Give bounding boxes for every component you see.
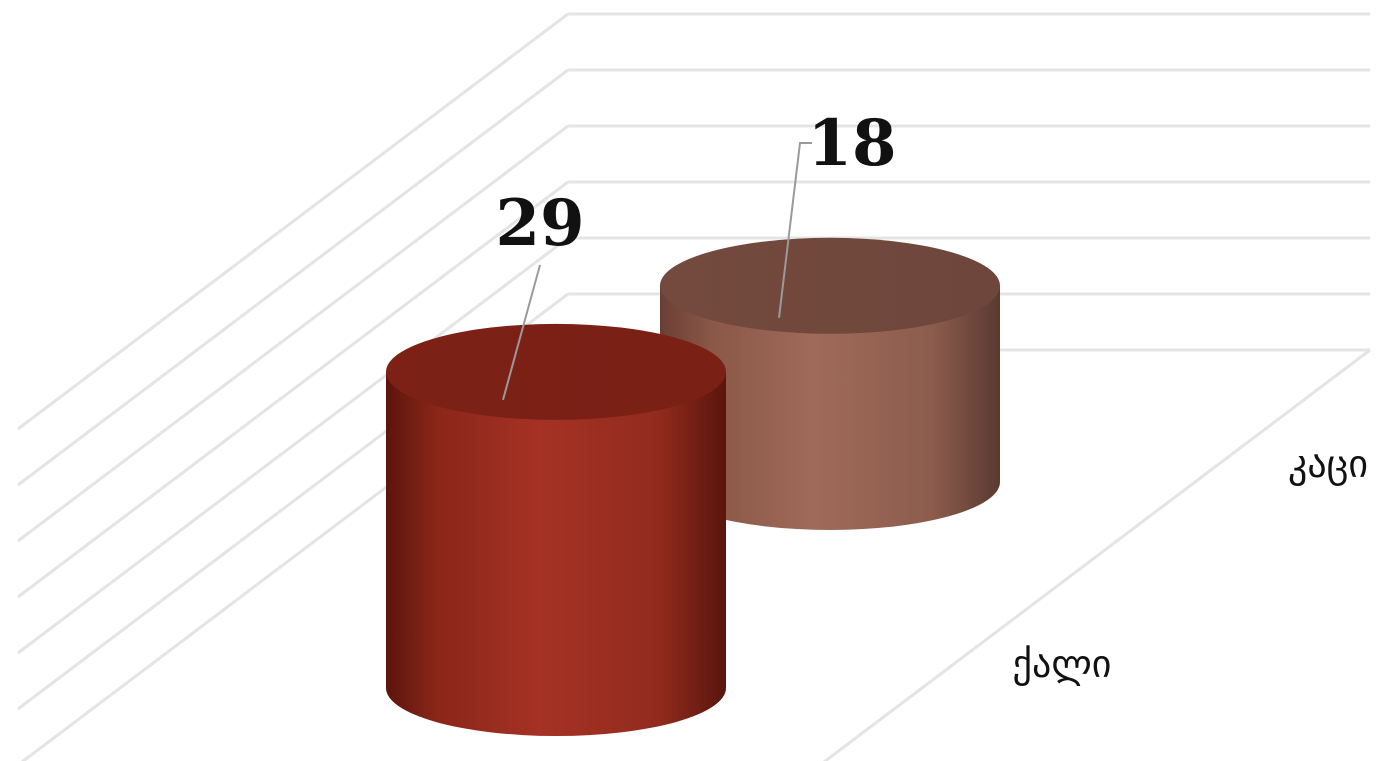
floor-edge-line xyxy=(822,348,1371,761)
cylinder-body-0 xyxy=(386,371,726,736)
cylinder-top-0 xyxy=(386,323,726,420)
cylinder-top-1 xyxy=(660,237,1000,334)
category-labels: ქალი კაცი xyxy=(1013,442,1368,686)
side-gridline xyxy=(17,68,569,487)
data-label: 29 xyxy=(495,186,584,261)
side-gridline xyxy=(17,180,569,599)
leader-line xyxy=(778,142,812,318)
cylinder-body-1 xyxy=(660,285,1000,530)
data-labels: 29 18 xyxy=(495,106,897,401)
side-gridline xyxy=(17,12,569,431)
side-gridline xyxy=(17,236,569,655)
data-label: 18 xyxy=(807,106,896,181)
side-gridline xyxy=(17,124,569,543)
bars xyxy=(386,237,1000,736)
category-label: კაცი xyxy=(1288,442,1368,486)
category-label: ქალი xyxy=(1013,642,1112,686)
leader-line xyxy=(502,264,541,401)
